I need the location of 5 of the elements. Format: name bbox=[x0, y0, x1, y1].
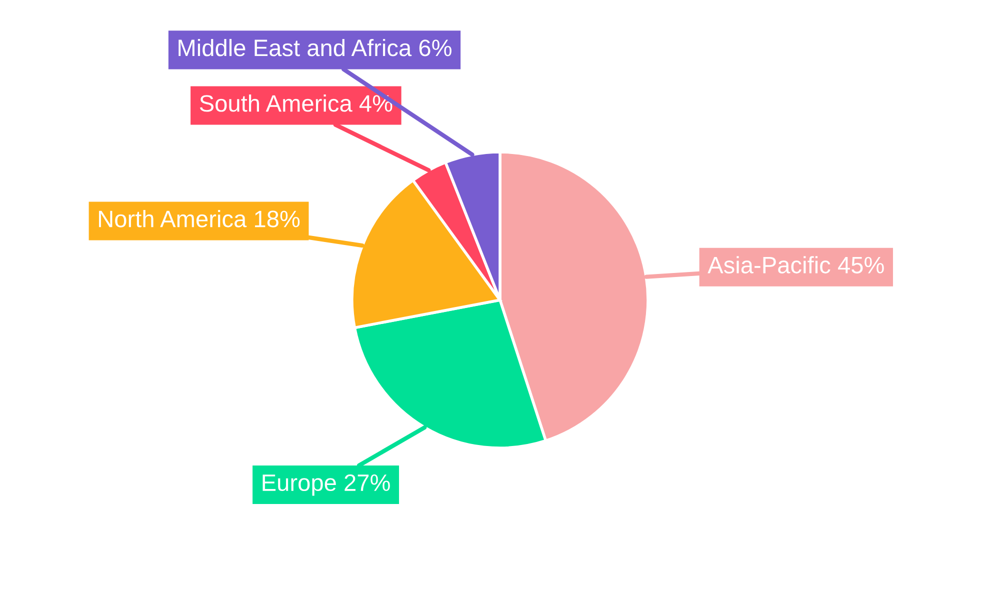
slice-label: Asia-Pacific 45% bbox=[708, 256, 884, 274]
slice-label: Middle East and Africa 6% bbox=[178, 38, 452, 56]
slice-label: Europe 27% bbox=[262, 474, 390, 496]
slice-label: North America 18% bbox=[99, 210, 300, 228]
slice-label: South America 4% bbox=[200, 94, 392, 112]
